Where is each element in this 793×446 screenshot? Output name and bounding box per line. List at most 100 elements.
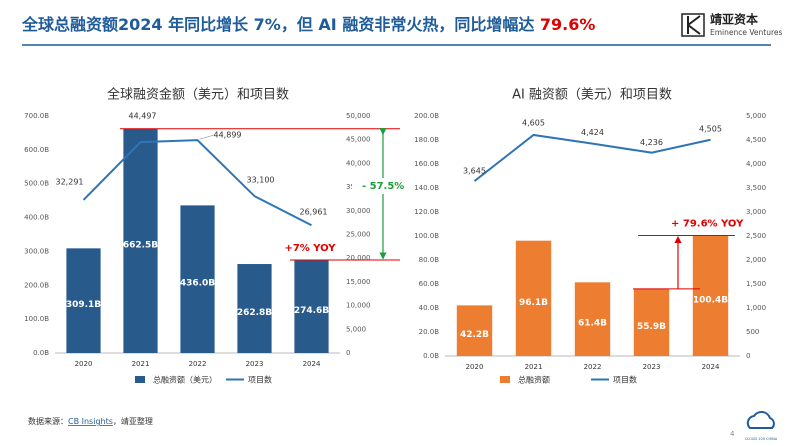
title-highlight: 79.6% bbox=[540, 15, 596, 34]
annotation: - 57.5% bbox=[362, 181, 404, 192]
legend-label: 项目数 bbox=[613, 375, 637, 385]
x-tick-label: 2024 bbox=[702, 363, 720, 371]
bar bbox=[66, 248, 101, 353]
y2-tick-label: 20,000 bbox=[346, 254, 371, 262]
logo-icon bbox=[681, 13, 705, 37]
source: 数据来源：CB Insights，靖亚整理 bbox=[28, 416, 153, 426]
bar bbox=[574, 282, 611, 356]
y2-tick-label: 0 bbox=[346, 349, 350, 357]
legend-label: 总融资额 bbox=[518, 375, 550, 385]
y2-tick-label: 5,000 bbox=[346, 325, 366, 333]
bar-label: 662.5B bbox=[123, 240, 158, 250]
bar-label: 262.8B bbox=[237, 308, 272, 318]
y-tick-label: 400.0B bbox=[24, 214, 49, 222]
line-label: 4,505 bbox=[699, 124, 722, 133]
logo-mark bbox=[687, 15, 701, 35]
bar-label: 61.4B bbox=[578, 319, 607, 329]
line-label: 4,236 bbox=[640, 138, 663, 147]
y-tick-label: 300.0B bbox=[24, 247, 49, 255]
bar bbox=[633, 288, 670, 356]
line-label: 4,605 bbox=[522, 118, 545, 127]
x-tick-label: 2023 bbox=[643, 363, 661, 371]
y-tick-label: 160.0B bbox=[414, 160, 439, 168]
legend-label: 项目数 bbox=[248, 375, 272, 385]
y2-tick-label: 4,000 bbox=[746, 160, 766, 168]
line-label: 3,645 bbox=[463, 167, 486, 176]
y2-tick-label: 0 bbox=[746, 352, 750, 360]
title-main: 全球总融资额2024 年同比增长 7%，但 AI 融资非常火热，同比增幅达 bbox=[21, 15, 540, 34]
legend-swatch bbox=[135, 376, 145, 383]
y-tick-label: 0.0B bbox=[423, 352, 439, 360]
y-tick-label: 140.0B bbox=[414, 184, 439, 192]
y2-tick-label: 4,500 bbox=[746, 136, 766, 144]
y2-tick-label: 3,000 bbox=[746, 208, 766, 216]
badge-text: CLOUD 100 CHINA bbox=[745, 437, 778, 441]
page-number: 4 bbox=[730, 430, 735, 438]
source-prefix: 数据来源： bbox=[28, 416, 68, 426]
bar-label: 100.4B bbox=[693, 295, 728, 305]
y2-tick-label: 2,500 bbox=[746, 232, 766, 240]
badge-icon bbox=[746, 411, 775, 429]
y2-tick-label: 25,000 bbox=[346, 231, 371, 239]
y-tick-label: 700.0B bbox=[24, 112, 49, 120]
y-tick-label: 0.0B bbox=[33, 349, 49, 357]
bar bbox=[515, 240, 552, 356]
y2-tick-label: 10,000 bbox=[346, 302, 371, 310]
x-tick-label: 2022 bbox=[584, 363, 602, 371]
annotation: +7% YOY bbox=[284, 243, 336, 254]
label-leader bbox=[199, 134, 214, 140]
y2-tick-label: 35 bbox=[346, 183, 355, 191]
bar bbox=[180, 205, 215, 353]
line bbox=[473, 133, 711, 182]
y2-tick-label: 15,000 bbox=[346, 278, 371, 286]
y-tick-label: 180.0B bbox=[414, 136, 439, 144]
bar-label: 436.0B bbox=[180, 279, 215, 289]
bar-label: 96.1B bbox=[519, 298, 548, 308]
legend-label: 总融资额（美元） bbox=[153, 375, 217, 385]
y-tick-label: 60.0B bbox=[419, 280, 440, 288]
annotation-bg bbox=[352, 178, 402, 194]
y2-tick-label: 45,000 bbox=[346, 136, 371, 144]
y2-tick-label: 30,000 bbox=[346, 207, 371, 215]
bar bbox=[456, 305, 493, 356]
x-tick-label: 2021 bbox=[525, 363, 543, 371]
y-tick-label: 120.0B bbox=[414, 208, 439, 216]
bar bbox=[237, 264, 272, 353]
bar bbox=[123, 128, 158, 353]
y-tick-label: 100.0B bbox=[24, 315, 49, 323]
line-label: 33,100 bbox=[247, 176, 275, 185]
x-tick-label: 2024 bbox=[303, 360, 321, 368]
line-label: 4,424 bbox=[581, 128, 604, 137]
header-title: 全球总融资额2024 年同比增长 7%，但 AI 融资非常火热，同比增幅达 79… bbox=[21, 15, 595, 34]
bar-label: 55.9B bbox=[637, 322, 666, 332]
y-tick-label: 500.0B bbox=[24, 180, 49, 188]
y2-tick-label: 50,000 bbox=[346, 112, 371, 120]
chart-title: 全球融资金额（美元）和项目数 bbox=[107, 87, 289, 103]
y2-tick-label: 2,000 bbox=[746, 256, 766, 264]
legend-swatch bbox=[500, 376, 510, 383]
y-tick-label: 200.0B bbox=[414, 112, 439, 120]
y2-tick-label: 1,500 bbox=[746, 280, 766, 288]
x-tick-label: 2020 bbox=[75, 360, 93, 368]
bar bbox=[294, 260, 329, 353]
chart-title: AI 融资额（美元）和项目数 bbox=[512, 88, 672, 103]
line-label: 26,961 bbox=[300, 208, 328, 217]
logo-subtitle: Eminence Ventures bbox=[710, 28, 783, 37]
source-link[interactable]: CB Insights bbox=[68, 417, 113, 426]
bar bbox=[692, 235, 729, 356]
y2-tick-label: 500 bbox=[746, 328, 759, 336]
x-tick-label: 2023 bbox=[246, 360, 264, 368]
annotation: + 79.6% YOY bbox=[671, 219, 744, 230]
y-tick-label: 200.0B bbox=[24, 281, 49, 289]
y2-tick-label: 40,000 bbox=[346, 159, 371, 167]
x-tick-label: 2020 bbox=[466, 363, 484, 371]
y2-tick-label: 5,000 bbox=[746, 112, 766, 120]
line-label: 32,291 bbox=[56, 177, 84, 186]
line-label: 44,497 bbox=[129, 112, 157, 121]
y-tick-label: 80.0B bbox=[419, 256, 440, 264]
logo-name: 靖亚资本 bbox=[710, 12, 758, 27]
source-suffix: ，靖亚整理 bbox=[113, 416, 153, 426]
bar-label: 274.6B bbox=[294, 306, 329, 316]
y-tick-label: 100.0B bbox=[414, 232, 439, 240]
